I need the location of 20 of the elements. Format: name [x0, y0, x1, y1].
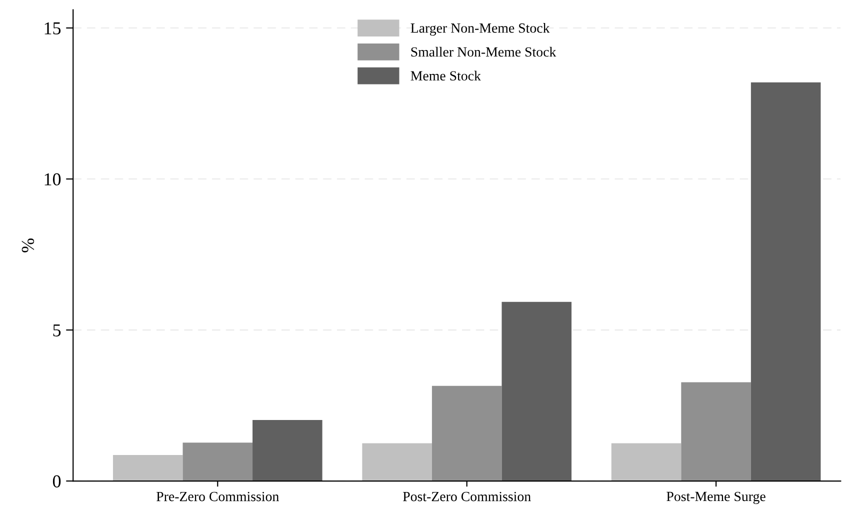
x-tick-label: Pre-Zero Commission: [156, 492, 279, 502]
y-axis-title: %: [22, 238, 34, 252]
y-tick-label: 10: [44, 173, 61, 186]
y-tick-label: 5: [53, 324, 61, 336]
legend-label: Meme Stock: [410, 70, 481, 81]
bar: [681, 382, 751, 482]
x-tick-label: Post-Meme Surge: [666, 492, 766, 504]
bar: [502, 302, 572, 482]
bar: [750, 82, 821, 482]
legend-label: Smaller Non-Meme Stock: [411, 46, 556, 57]
y-tick-label: 15: [44, 22, 61, 34]
legend-label: Larger Non-Meme Stock: [410, 22, 550, 36]
bar: [252, 420, 322, 482]
bar: [362, 443, 432, 482]
bar: [432, 386, 502, 482]
bar: [611, 443, 682, 482]
x-tick-label: Post-Zero Commission: [403, 492, 531, 502]
bar: [112, 455, 183, 482]
y-tick-label: 0: [52, 475, 61, 488]
bar: [182, 442, 253, 482]
